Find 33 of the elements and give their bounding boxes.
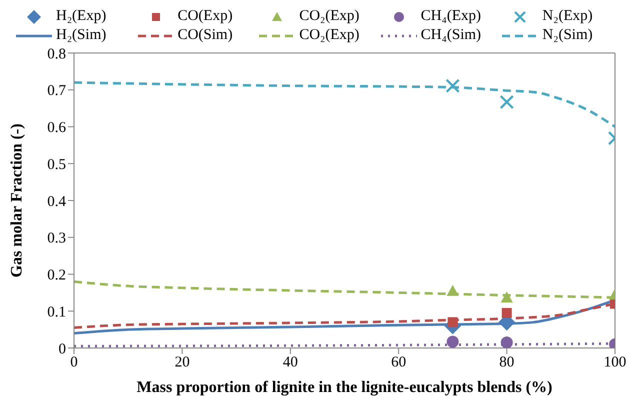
legend-label: CH₄(Sim) xyxy=(420,27,482,44)
point xyxy=(446,336,459,348)
point xyxy=(448,317,458,328)
x-tick-label: 60 xyxy=(391,354,406,371)
point xyxy=(500,336,513,348)
legend-label: N₂(Sim) xyxy=(542,27,593,44)
y-tick-label: 0.7 xyxy=(47,83,66,100)
legend-label: N₂(Exp) xyxy=(542,8,593,25)
point xyxy=(446,284,459,296)
point xyxy=(502,308,512,318)
y-tick-label: 0.6 xyxy=(47,120,66,136)
y-tick-label: 0.2 xyxy=(47,268,66,284)
legend-label: CO₂(Exp) xyxy=(299,27,360,44)
y-tick-label: 0.3 xyxy=(47,230,66,247)
point xyxy=(500,291,513,302)
y-tick-label: 0.1 xyxy=(47,304,66,320)
legend-label: CO(Exp) xyxy=(178,8,233,25)
legend-label: CO₂(Exp) xyxy=(299,8,360,25)
x-tick-label: 40 xyxy=(282,354,298,371)
legend-label: H₂(Sim) xyxy=(56,27,106,44)
y-tick-label: 0.8 xyxy=(47,46,66,62)
x-tick-label: 0 xyxy=(70,354,78,371)
x-axis-title: Mass proportion of lignite in the lignite-eucalypts blends (%) xyxy=(136,379,552,396)
legend-label: CO(Sim) xyxy=(178,27,233,44)
x-tick-label: 20 xyxy=(174,354,190,371)
x-tick-label: 100 xyxy=(604,354,626,371)
y-tick-label: 0.4 xyxy=(47,194,66,210)
y-tick-label: 0 xyxy=(58,341,66,358)
legend-label: CH₄(Exp) xyxy=(420,8,482,25)
x-tick-label: 80 xyxy=(499,354,514,371)
y-tick-label: 0.5 xyxy=(47,156,66,173)
y-axis-title: Gas molar Fraction (-) xyxy=(8,124,26,278)
legend-label: H₂(Exp) xyxy=(56,8,106,25)
